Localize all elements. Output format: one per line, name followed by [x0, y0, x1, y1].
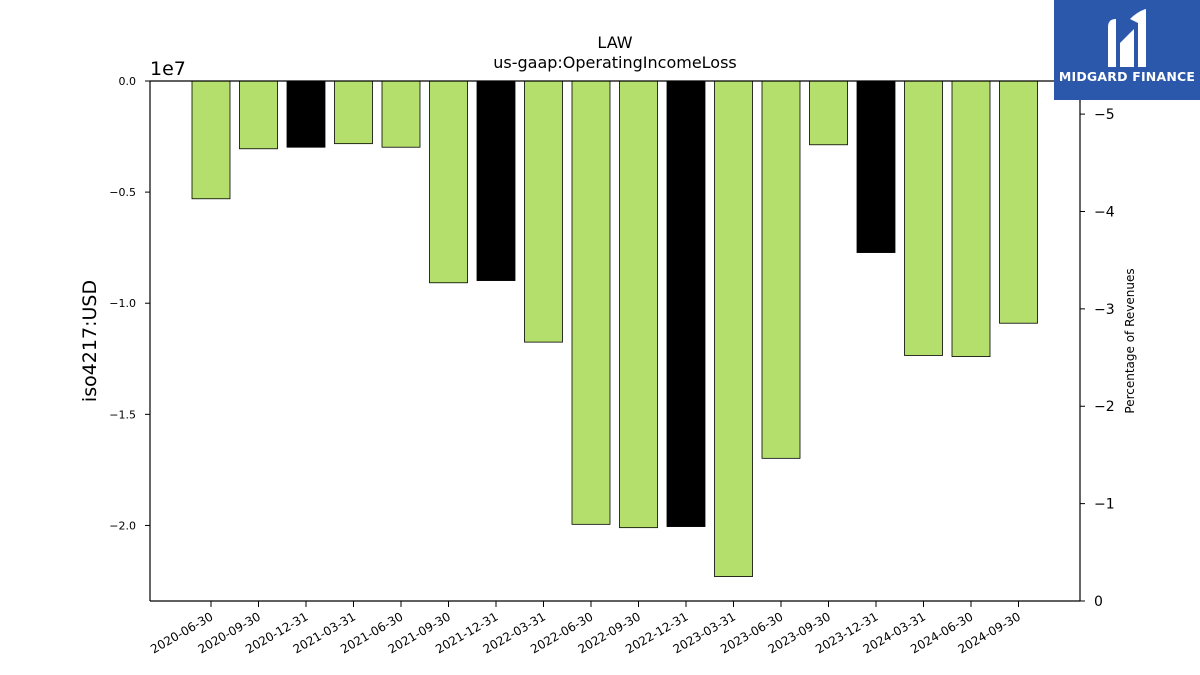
bar	[571, 80, 611, 525]
bar	[191, 80, 231, 200]
chart-subtitle: us-gaap:OperatingIncomeLoss	[493, 53, 737, 72]
y-tick-label: −1.5	[109, 408, 136, 421]
bar	[619, 80, 658, 529]
y-tick-label: −1.0	[109, 297, 136, 310]
y2-tick-label: 0	[1094, 594, 1103, 610]
bar	[524, 80, 563, 343]
bar	[904, 80, 943, 356]
chart-title: LAW	[597, 33, 632, 52]
bar	[761, 80, 801, 459]
y-axis-label: iso4217:USD	[79, 280, 101, 402]
bar	[429, 80, 468, 284]
bar	[714, 80, 753, 577]
bar	[286, 80, 326, 148]
bar	[809, 80, 848, 146]
y2-tick-label: −5	[1094, 107, 1115, 123]
y2-tick-label: −2	[1094, 399, 1115, 415]
bar	[856, 80, 896, 253]
y2-axis-label: Percentage of Revenues	[1123, 268, 1137, 413]
y-tick-label: −2.0	[109, 519, 136, 532]
bar	[239, 80, 278, 150]
y2-tick-label: −1	[1094, 497, 1115, 513]
logo-text: MIDGARD FINANCE	[1058, 69, 1196, 84]
bar	[381, 80, 421, 148]
logo-mark-icon	[1108, 9, 1146, 67]
bars-group	[191, 80, 1038, 577]
bar	[951, 80, 991, 357]
y-tick-label: −0.5	[109, 186, 136, 199]
bar	[999, 80, 1038, 324]
y-axis-offset-label: 1e7	[150, 58, 186, 80]
bar	[476, 80, 516, 281]
y2-tick-label: −4	[1094, 204, 1115, 220]
y2-tick-label: −3	[1094, 302, 1115, 318]
bar	[666, 80, 706, 527]
brand-logo: MIDGARD FINANCE	[1054, 0, 1200, 100]
y-tick-label: 0.0	[119, 75, 137, 88]
bar	[334, 80, 373, 145]
